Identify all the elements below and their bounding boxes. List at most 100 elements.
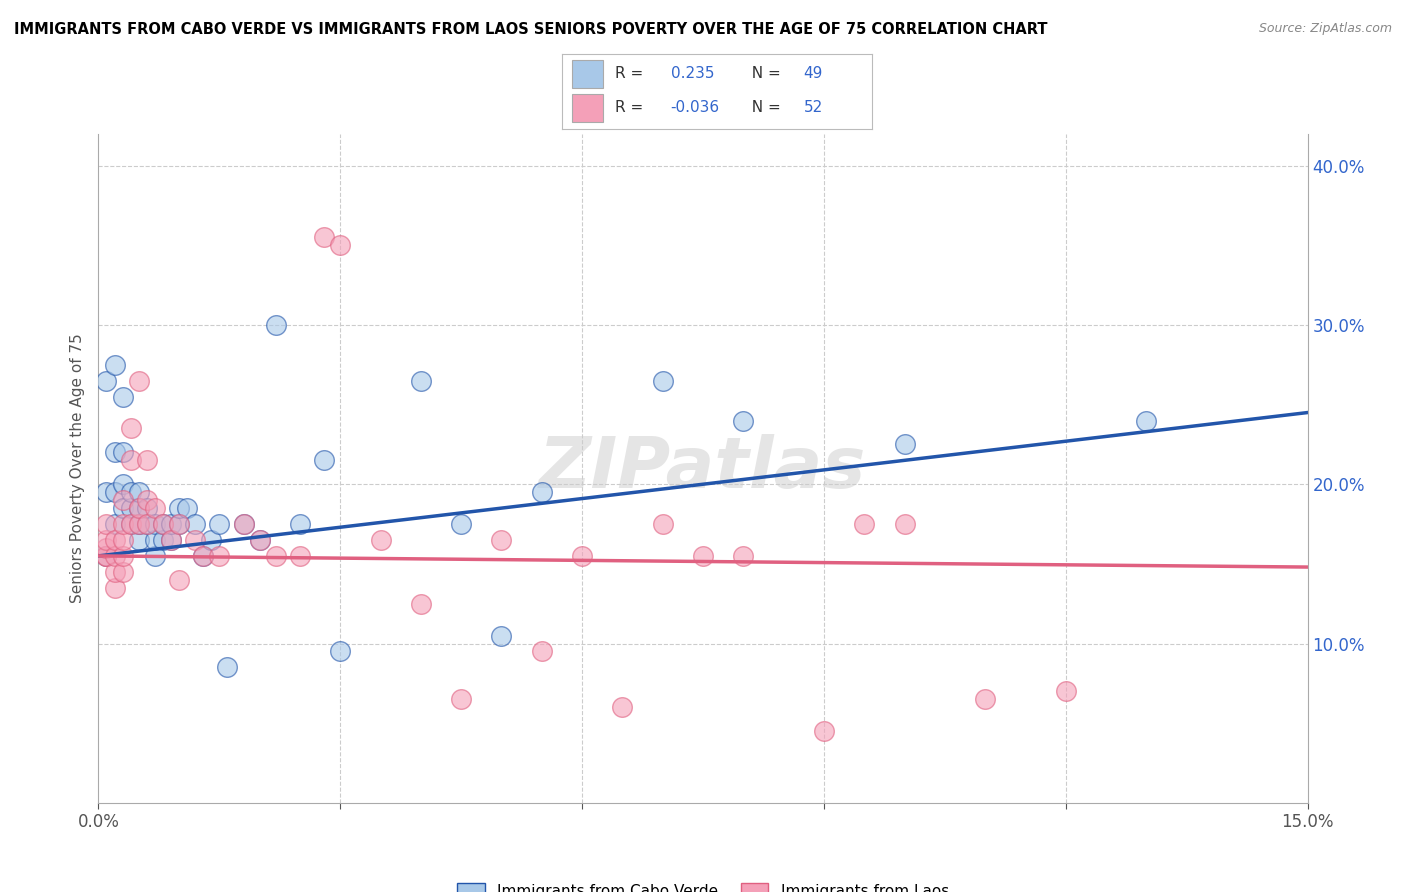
Point	[160, 533, 183, 547]
Point	[128, 533, 150, 547]
Point	[692, 549, 714, 563]
Point	[103, 549, 125, 563]
Bar	[572, 94, 603, 122]
Point	[184, 533, 207, 547]
Point	[96, 549, 118, 563]
Point	[103, 565, 125, 579]
Point	[111, 517, 134, 532]
Point	[208, 517, 231, 532]
Point	[530, 485, 553, 500]
Point	[103, 358, 125, 372]
Point	[176, 501, 198, 516]
Point	[143, 533, 166, 547]
Text: IMMIGRANTS FROM CABO VERDE VS IMMIGRANTS FROM LAOS SENIORS POVERTY OVER THE AGE : IMMIGRANTS FROM CABO VERDE VS IMMIGRANTS…	[14, 22, 1047, 37]
Point	[853, 517, 876, 532]
Point	[143, 501, 166, 516]
Point	[249, 533, 271, 547]
Point	[96, 517, 118, 532]
Point	[893, 437, 915, 451]
Point	[128, 517, 150, 532]
Point	[135, 517, 157, 532]
Text: R =: R =	[614, 66, 648, 81]
Point	[128, 501, 150, 516]
Point	[120, 421, 142, 435]
Point	[120, 501, 142, 516]
Point	[193, 549, 215, 563]
Point	[152, 533, 174, 547]
Point	[232, 517, 254, 532]
Point	[111, 390, 134, 404]
Y-axis label: Seniors Poverty Over the Age of 75: Seniors Poverty Over the Age of 75	[69, 334, 84, 603]
Text: 52: 52	[804, 100, 823, 115]
Point	[288, 549, 311, 563]
Point	[135, 493, 157, 508]
Point	[217, 660, 239, 674]
Point	[135, 453, 157, 467]
Point	[160, 533, 183, 547]
Text: ZIPatlas: ZIPatlas	[540, 434, 866, 503]
Point	[409, 374, 432, 388]
Point	[409, 597, 432, 611]
Point	[1054, 684, 1077, 698]
Point	[314, 453, 336, 467]
Point	[128, 485, 150, 500]
Point	[111, 477, 134, 491]
Point	[128, 501, 150, 516]
Point	[120, 453, 142, 467]
Point	[103, 581, 125, 595]
Point	[370, 533, 392, 547]
Point	[152, 517, 174, 532]
Point	[329, 238, 352, 252]
Point	[135, 517, 157, 532]
Point	[329, 644, 352, 658]
Point	[111, 493, 134, 508]
Point	[612, 700, 634, 714]
Point	[651, 517, 673, 532]
Point	[96, 533, 118, 547]
Point	[111, 501, 134, 516]
Text: Source: ZipAtlas.com: Source: ZipAtlas.com	[1258, 22, 1392, 36]
Point	[167, 573, 190, 587]
Point	[143, 517, 166, 532]
Point	[184, 517, 207, 532]
Point	[128, 517, 150, 532]
Point	[120, 517, 142, 532]
Text: R =: R =	[614, 100, 648, 115]
Point	[530, 644, 553, 658]
Point	[96, 549, 118, 563]
Point	[651, 374, 673, 388]
Point	[103, 445, 125, 459]
Point	[160, 517, 183, 532]
Point	[167, 501, 190, 516]
Point	[232, 517, 254, 532]
Point	[167, 517, 190, 532]
Bar	[572, 60, 603, 87]
Point	[96, 374, 118, 388]
Point	[1135, 413, 1157, 427]
Point	[733, 413, 755, 427]
Point	[167, 517, 190, 532]
Point	[120, 517, 142, 532]
Point	[96, 541, 118, 555]
Point	[152, 517, 174, 532]
Point	[120, 485, 142, 500]
Point	[974, 692, 997, 706]
Point	[249, 533, 271, 547]
Point	[314, 230, 336, 244]
Point	[450, 692, 472, 706]
Text: 0.235: 0.235	[671, 66, 714, 81]
Point	[111, 565, 134, 579]
Point	[96, 485, 118, 500]
Text: 49: 49	[804, 66, 823, 81]
Point	[200, 533, 222, 547]
Text: N =: N =	[742, 66, 786, 81]
Point	[128, 374, 150, 388]
Point	[571, 549, 593, 563]
Point	[103, 485, 125, 500]
Point	[450, 517, 472, 532]
Point	[893, 517, 915, 532]
Point	[111, 549, 134, 563]
Point	[813, 724, 835, 739]
Text: N =: N =	[742, 100, 786, 115]
Point	[491, 533, 513, 547]
